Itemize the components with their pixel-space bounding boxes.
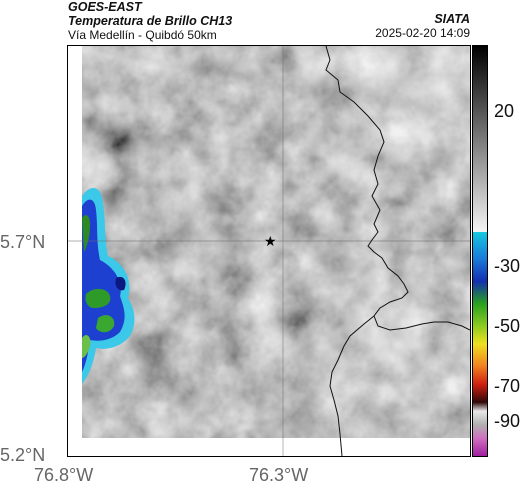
colorbar-label-minus70: -70 — [494, 376, 521, 396]
header-right: SIATA 2025-02-20 14:09 — [375, 12, 470, 40]
region-name: Vía Medellín - Quibdó 50km — [68, 28, 217, 42]
satellite-map[interactable]: ★ — [67, 45, 471, 457]
colorbar — [472, 45, 488, 457]
product-name: Temperatura de Brillo CH13 — [68, 14, 233, 28]
header-left: GOES-EAST Temperatura de Brillo CH13 Vía… — [68, 0, 232, 42]
colorbar-label-minus50: -50 — [494, 316, 521, 336]
cold-cloud-tops — [82, 187, 135, 384]
colorbar-label-20: 20 — [494, 101, 515, 121]
lat-tick-5-7: 5.7°N — [0, 232, 46, 252]
boundary-lines — [325, 46, 470, 456]
lat-tick-5-2: 5.2°N — [0, 445, 46, 465]
satellite-name: GOES-EAST — [68, 0, 142, 14]
brightness-temperature-field — [82, 46, 470, 438]
graticule — [68, 46, 470, 456]
city-marker-icon: ★ — [264, 234, 277, 250]
lon-tick-76-8: 76.8°W — [34, 465, 94, 485]
lon-tick-76-3: 76.3°W — [249, 465, 309, 485]
timestamp: 2025-02-20 14:09 — [375, 26, 470, 40]
colorbar-label-minus30: -30 — [494, 256, 521, 276]
agency-name: SIATA — [434, 12, 470, 26]
colorbar-label-minus90: -90 — [494, 411, 521, 431]
